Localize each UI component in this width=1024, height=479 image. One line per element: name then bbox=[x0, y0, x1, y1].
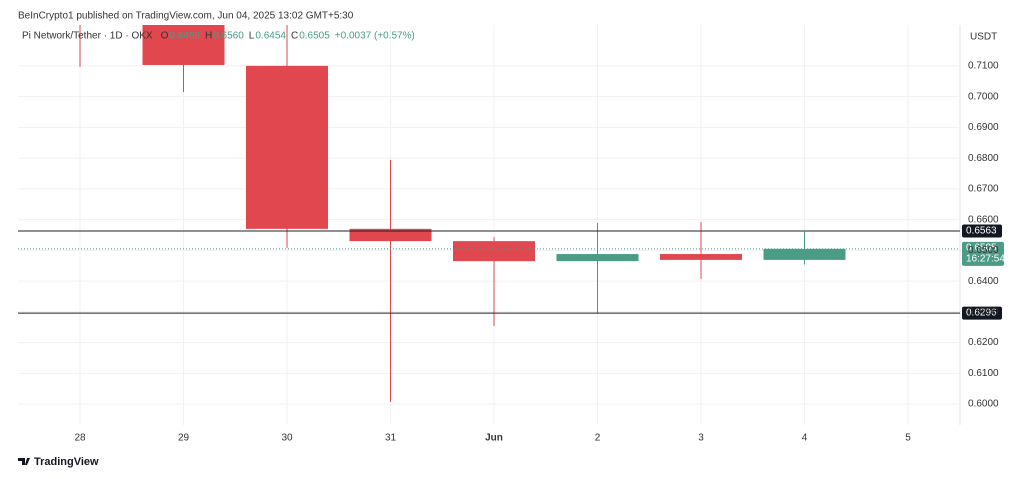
x-tick-label: 3 bbox=[698, 433, 704, 444]
ohlc-label: O bbox=[161, 31, 169, 42]
candle-body bbox=[453, 241, 535, 262]
y-tick-label: 0.6700 bbox=[968, 184, 999, 195]
candle-body bbox=[556, 254, 639, 262]
ohlc-value: 0.6505 bbox=[299, 31, 330, 42]
x-tick-label: 28 bbox=[74, 433, 86, 444]
y-unit: USDT bbox=[970, 32, 997, 43]
countdown: 16:27:54 bbox=[966, 253, 1005, 264]
y-tick-label: 0.6000 bbox=[968, 399, 999, 410]
x-tick-label: 31 bbox=[385, 433, 397, 444]
price-line-label: 0.6296 bbox=[966, 308, 997, 319]
logo: TradingView bbox=[34, 456, 99, 468]
x-tick-label: 4 bbox=[802, 433, 808, 444]
x-tick-label: 2 bbox=[595, 433, 601, 444]
symbol: Pi Network/Tether · 1D · OKX bbox=[22, 31, 153, 42]
candle-body bbox=[246, 65, 328, 229]
ohlc-value: 0.6560 bbox=[213, 31, 244, 42]
last-price-box bbox=[962, 241, 1004, 266]
candle-body bbox=[142, 25, 225, 65]
price-line-label: 0.6563 bbox=[966, 226, 997, 237]
candle-body bbox=[349, 228, 432, 242]
y-tick-label: 0.6800 bbox=[968, 153, 999, 164]
ohlc-value: 0.6469 bbox=[169, 31, 200, 42]
y-tick-label: 0.6600 bbox=[968, 214, 999, 225]
ohlc-label: L bbox=[249, 31, 255, 42]
x-tick-label: 30 bbox=[281, 433, 293, 444]
price-line-label-box bbox=[962, 224, 1002, 238]
y-tick-label: 0.7100 bbox=[968, 61, 999, 72]
x-tick-label: 29 bbox=[178, 433, 190, 444]
x-tick-label: 5 bbox=[905, 433, 911, 444]
y-tick-label: 0.6900 bbox=[968, 122, 999, 133]
ohlc-value: 0.6454 bbox=[255, 31, 286, 42]
credit: BeInCrypto1 published on TradingView.com… bbox=[18, 11, 354, 22]
x-tick-label: Jun bbox=[485, 433, 503, 444]
y-tick-label: 0.7000 bbox=[968, 91, 999, 102]
price-line-label-box bbox=[962, 306, 1002, 320]
y-tick-label: 0.6500 bbox=[968, 245, 999, 256]
candle-body bbox=[763, 248, 846, 260]
y-tick-label: 0.6200 bbox=[968, 337, 999, 348]
y-tick-label: 0.6100 bbox=[968, 368, 999, 379]
candle-body bbox=[660, 254, 742, 260]
last-price-label: 0.6505 bbox=[966, 242, 997, 253]
y-tick-label: 0.6400 bbox=[968, 276, 999, 287]
ohlc-label: C bbox=[291, 31, 298, 42]
ohlc-label: H bbox=[205, 31, 212, 42]
y-tick-label: 0.6300 bbox=[968, 306, 999, 317]
logo-icon bbox=[18, 458, 30, 465]
change: +0.0037 (+0.57%) bbox=[335, 31, 415, 42]
